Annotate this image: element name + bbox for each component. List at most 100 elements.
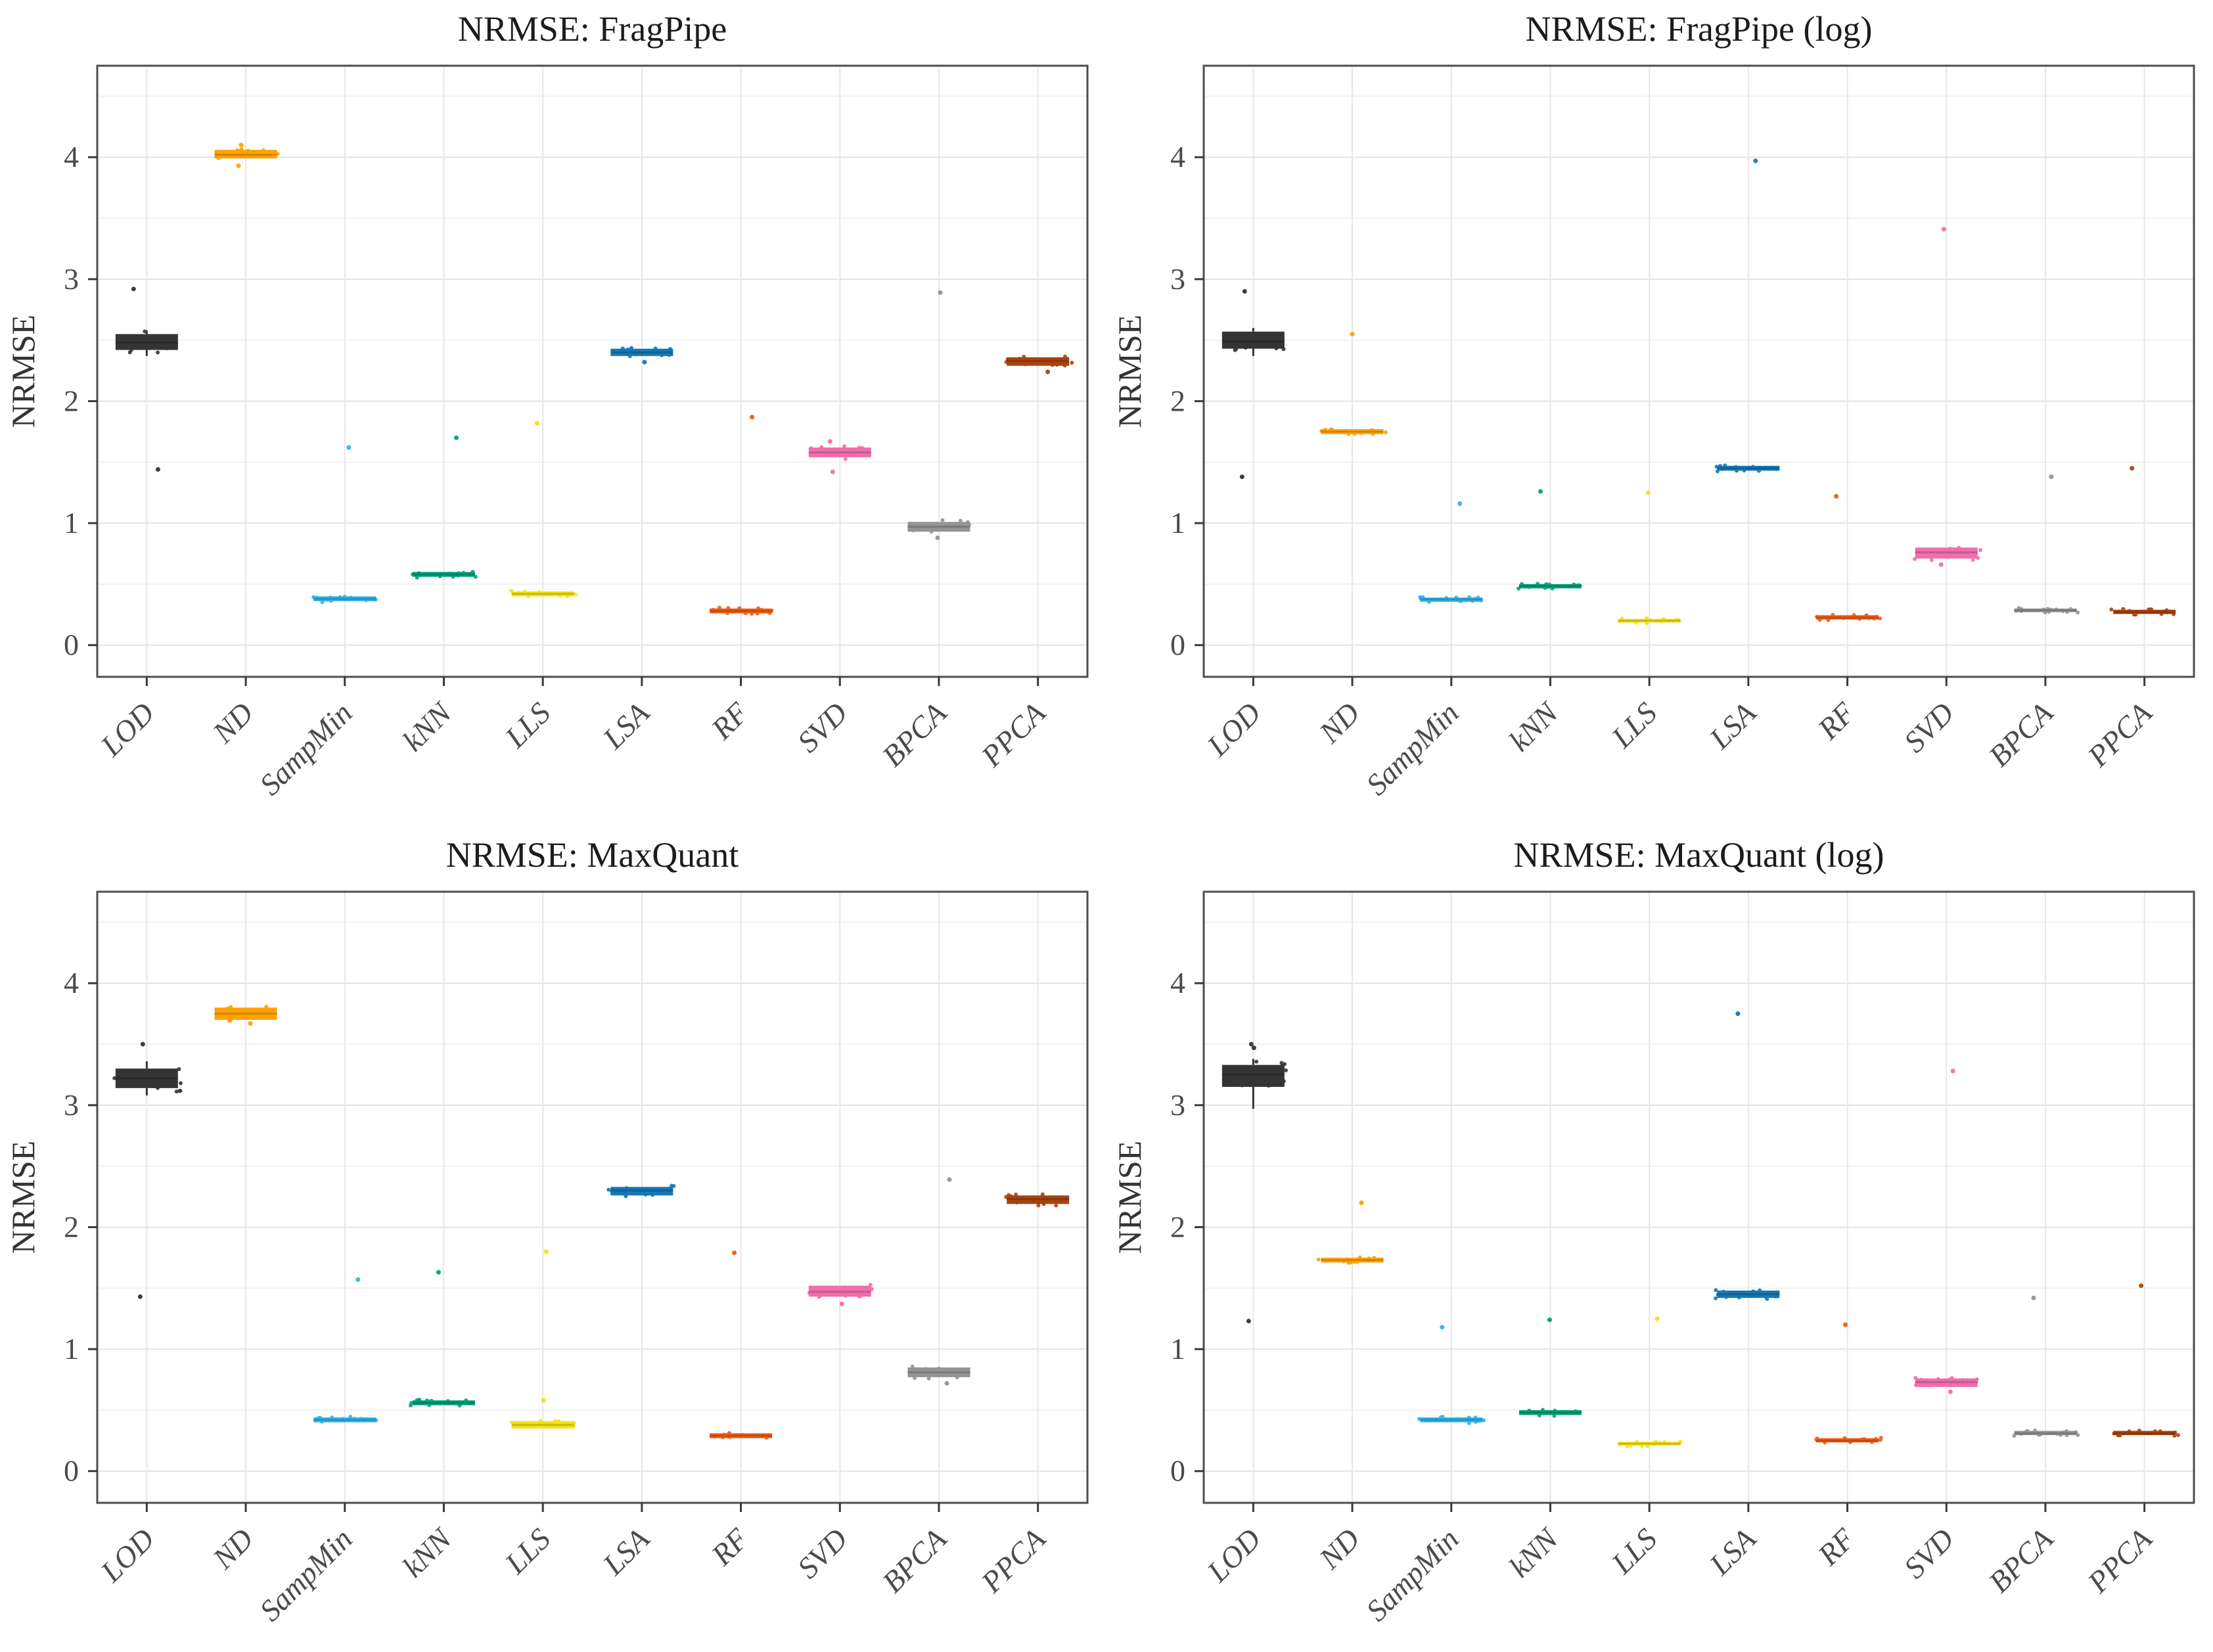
box-group-LOD — [112, 1042, 183, 1299]
box-kNN — [412, 572, 475, 577]
x-tick-label-SVD: SVD — [1898, 1522, 1961, 1585]
jitter-point — [843, 457, 848, 461]
y-axis-title: NRMSE — [1111, 1141, 1148, 1254]
box-ND — [214, 1007, 277, 1020]
outlier-point — [140, 1042, 145, 1047]
box-group-kNN — [408, 1270, 475, 1408]
outlier-point — [1645, 490, 1651, 495]
y-tick-label: 2 — [64, 384, 79, 417]
box-group-LSA — [610, 346, 673, 365]
outlier-point — [1547, 1318, 1552, 1323]
y-tick-label: 2 — [1170, 384, 1185, 417]
outlier-point — [944, 1381, 949, 1386]
outlier-point — [436, 1270, 441, 1275]
outlier-point — [1350, 331, 1355, 336]
jitter-point — [177, 1067, 181, 1072]
outlier-point — [938, 290, 943, 295]
box-group-SampMin — [311, 445, 378, 605]
plot-panel — [97, 66, 1087, 677]
chart-fragpipe-log: 0 1 2 3 4 LOD ND SampMin kNN LLS LSA RF SVD BPCA PPCA N… — [1106, 0, 2213, 826]
y-tick-label: 3 — [1170, 262, 1185, 296]
outlier-point — [1242, 288, 1247, 294]
box-SampMin — [1420, 1417, 1483, 1423]
box-SampMin — [313, 596, 376, 601]
x-tick-label-LLS: LLS — [498, 696, 557, 754]
box-group-BPCA — [907, 1177, 970, 1386]
y-tick-label: 0 — [64, 628, 79, 662]
x-tick-label-PPCA: PPCA — [974, 1521, 1053, 1599]
outlier-point — [137, 1294, 143, 1299]
box-RF — [1816, 615, 1879, 620]
box-SVD — [1915, 547, 1978, 559]
box-LLS — [511, 591, 574, 597]
box-SampMin — [1420, 597, 1483, 602]
box-LOD — [115, 1068, 178, 1088]
jitter-point — [1878, 1438, 1882, 1442]
jitter-point — [1054, 1203, 1059, 1208]
y-axis-title: NRMSE — [5, 1141, 41, 1254]
box-ND — [1321, 1257, 1384, 1263]
box-group-SampMin — [313, 1277, 378, 1424]
y-tick-label: 1 — [1170, 506, 1185, 539]
jitter-point — [112, 1076, 117, 1080]
box-group-BPCA — [2012, 1295, 2080, 1438]
jitter-point — [1233, 348, 1237, 352]
plot-panel — [1204, 892, 2194, 1503]
box-group-LSA — [1714, 158, 1780, 474]
outlier-point — [1948, 1389, 1953, 1394]
box-group-SVD — [807, 1283, 874, 1306]
jitter-point — [670, 1183, 674, 1188]
outlier-point — [2031, 1295, 2036, 1300]
plot-panel — [1204, 66, 2194, 677]
x-tick-label-SVD: SVD — [1898, 696, 1961, 759]
outlier-point — [236, 163, 241, 168]
x-tick-label-RF: RF — [1811, 695, 1861, 746]
x-tick-label-ND: ND — [206, 696, 260, 750]
y-tick-label: 0 — [1170, 628, 1185, 662]
jitter-point — [2176, 1433, 2180, 1437]
box-PPCA — [2113, 609, 2176, 614]
panel-border — [1202, 64, 2195, 678]
x-tick-label-LLS: LLS — [498, 1522, 557, 1580]
box-group-LLS — [509, 421, 578, 599]
jitter-point — [940, 518, 945, 522]
x-tick-label-kNN: kNN — [1503, 1521, 1566, 1584]
box-group-RF — [710, 415, 774, 616]
x-tick-label-BPCA: BPCA — [876, 1521, 953, 1599]
y-axis-title: NRMSE — [5, 315, 41, 428]
jitter-point — [143, 329, 147, 334]
panel-border — [1202, 890, 2195, 1504]
y-tick-label: 3 — [1170, 1088, 1185, 1122]
outlier-point — [830, 469, 835, 474]
jitter-point — [408, 1403, 413, 1408]
box-RF — [710, 1433, 773, 1438]
box-BPCA — [2014, 1431, 2077, 1435]
outlier-point — [541, 1398, 546, 1403]
outlier-point — [1239, 474, 1244, 480]
outlier-point — [1938, 562, 1944, 567]
outlier-point — [239, 143, 244, 148]
jitter-point — [1036, 1203, 1041, 1208]
y-axis-title: NRMSE — [1111, 315, 1148, 428]
jitter-point — [842, 444, 847, 449]
box-LOD — [1221, 331, 1285, 349]
x-tick-label-LSA: LSA — [596, 695, 656, 756]
chart-fragpipe-raw: 0 1 2 3 4 LOD ND SampMin kNN LLS LSA RF SVD BPCA PPCA N… — [0, 0, 1106, 826]
x-tick-label-RF: RF — [704, 695, 755, 746]
y-tick-label: 3 — [64, 262, 79, 296]
box-ND — [1321, 429, 1384, 434]
outlier-point — [355, 1277, 361, 1282]
jitter-point — [2076, 1433, 2080, 1437]
outlier-point — [248, 1021, 253, 1026]
box-group-SVD — [1913, 227, 1982, 567]
outlier-point — [642, 359, 647, 365]
box-group-SVD — [1913, 1068, 1979, 1394]
box-ND — [214, 150, 277, 159]
plot-panel — [97, 892, 1087, 1503]
x-tick-label-LOD: LOD — [94, 1522, 161, 1589]
jitter-point — [1714, 1288, 1718, 1293]
y-tick-label: 1 — [1170, 1332, 1185, 1365]
box-group-LOD — [115, 287, 178, 472]
panel-border — [96, 64, 1089, 678]
